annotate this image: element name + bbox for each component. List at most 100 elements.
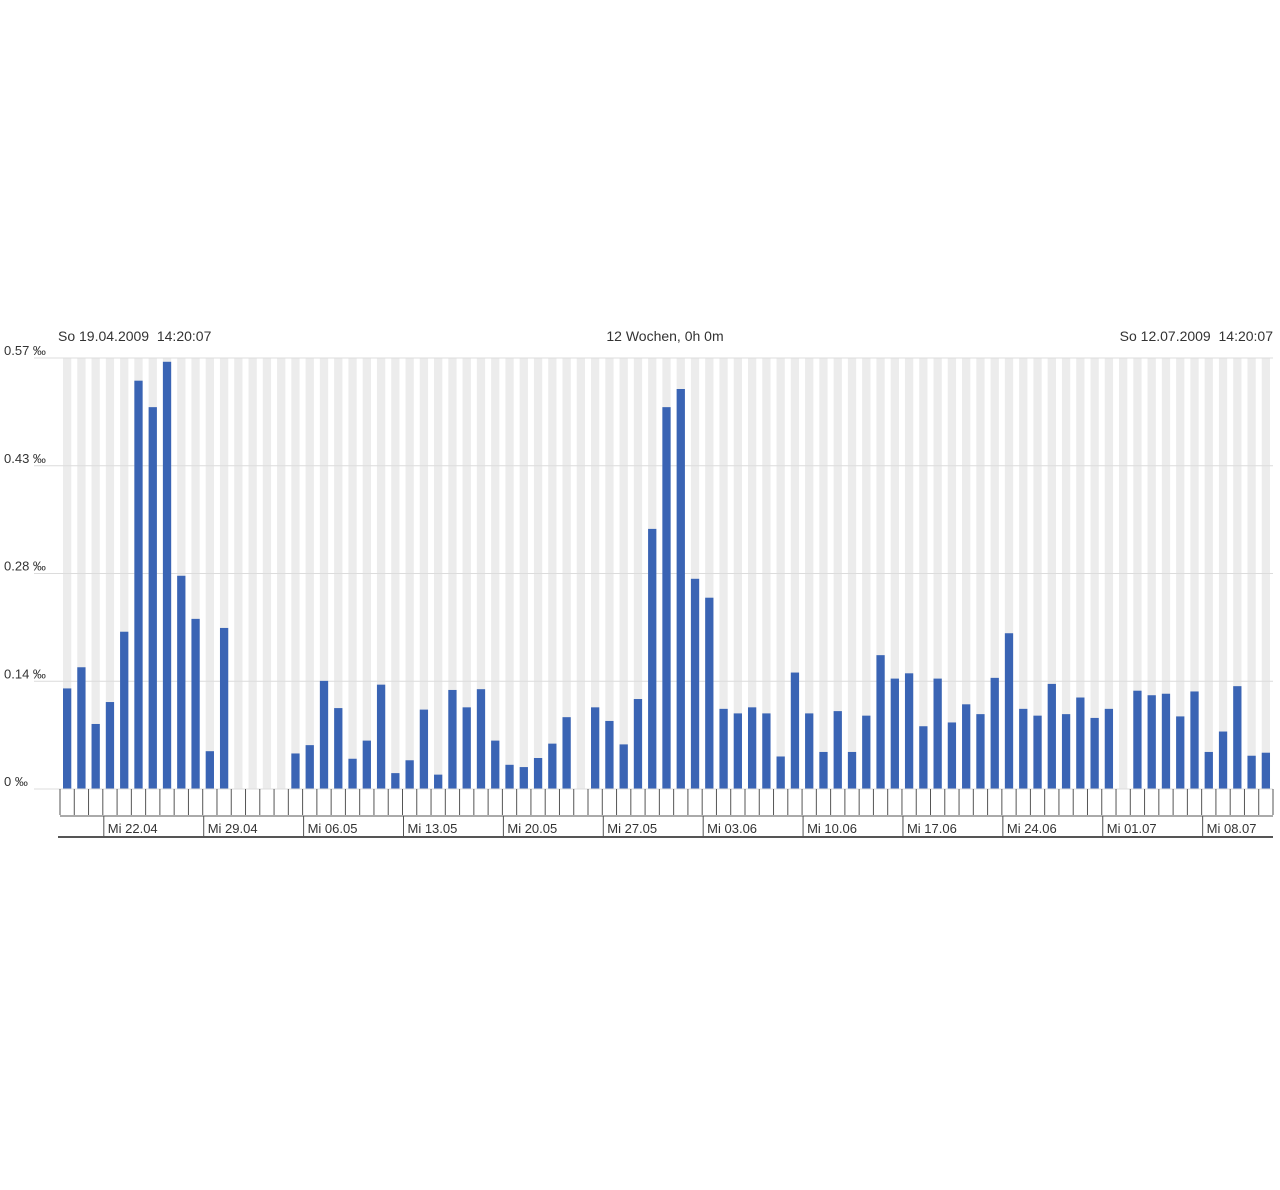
bar bbox=[519, 767, 528, 789]
bar bbox=[405, 760, 414, 789]
bar bbox=[362, 740, 371, 789]
bar bbox=[505, 764, 514, 789]
bar bbox=[305, 745, 314, 789]
bar bbox=[904, 673, 914, 789]
bar bbox=[291, 753, 300, 789]
bar bbox=[348, 758, 357, 789]
bar bbox=[1161, 693, 1171, 789]
bar bbox=[747, 707, 757, 789]
bar bbox=[1004, 633, 1014, 789]
bar bbox=[376, 684, 386, 789]
bar bbox=[690, 578, 700, 789]
x-axis-labels: Mi 22.04 Mi 29.04 Mi 06.05 Mi 13.05 Mi 20.05… bbox=[103, 816, 1257, 837]
bar bbox=[105, 702, 115, 789]
bar bbox=[648, 528, 657, 789]
bar bbox=[391, 773, 400, 789]
bar bbox=[1247, 755, 1256, 789]
bar bbox=[876, 655, 885, 789]
x-tick-label: Mi 01.07 bbox=[1107, 821, 1157, 836]
bar bbox=[1147, 695, 1156, 789]
bar bbox=[847, 751, 857, 789]
bar bbox=[705, 597, 714, 789]
bar bbox=[434, 774, 443, 789]
bar bbox=[491, 740, 500, 789]
bar bbox=[805, 713, 814, 789]
bar bbox=[533, 758, 543, 789]
x-tick-label: Mi 24.06 bbox=[1007, 821, 1057, 836]
bar bbox=[120, 631, 129, 789]
x-tick-label: Mi 29.04 bbox=[208, 821, 258, 836]
bar bbox=[148, 407, 157, 789]
bar bbox=[633, 699, 643, 789]
x-tick-label: Mi 17.06 bbox=[907, 821, 957, 836]
bar bbox=[962, 704, 971, 789]
bar-series bbox=[63, 361, 1271, 789]
bar bbox=[1261, 752, 1271, 789]
bar bbox=[1047, 683, 1056, 789]
bar bbox=[319, 680, 329, 789]
bar bbox=[990, 677, 999, 789]
x-tick-label: Mi 22.04 bbox=[108, 821, 158, 836]
bar bbox=[776, 756, 785, 789]
bar bbox=[1218, 731, 1228, 789]
bar bbox=[662, 407, 671, 789]
bar bbox=[1104, 708, 1114, 789]
bar bbox=[862, 715, 871, 789]
bar bbox=[1033, 715, 1042, 789]
bar bbox=[1176, 716, 1185, 789]
bar bbox=[762, 713, 771, 789]
bar bbox=[1190, 691, 1199, 789]
bar bbox=[177, 575, 186, 789]
bar bbox=[91, 723, 100, 789]
bar bbox=[548, 743, 557, 789]
bar bbox=[476, 689, 486, 789]
bar bbox=[819, 751, 828, 789]
bar bbox=[134, 380, 143, 789]
bar bbox=[1204, 751, 1213, 789]
x-tick-label: Mi 13.05 bbox=[407, 821, 457, 836]
day-ticks bbox=[59, 789, 1274, 815]
bar bbox=[719, 708, 728, 789]
bar bbox=[219, 627, 229, 789]
range-end-label: So 12.07.2009 14:20:07 bbox=[1119, 328, 1273, 344]
x-tick-label: Mi 06.05 bbox=[308, 821, 358, 836]
bar bbox=[77, 667, 86, 789]
bar bbox=[676, 389, 685, 789]
y-tick-label: 0.57 ‰ bbox=[4, 343, 46, 358]
bar bbox=[933, 678, 942, 789]
y-tick-label: 0.43 ‰ bbox=[4, 451, 46, 466]
bar bbox=[205, 751, 214, 789]
bar bbox=[448, 689, 457, 789]
bar bbox=[1019, 708, 1028, 789]
bar bbox=[890, 678, 899, 789]
range-duration-label: 12 Wochen, 0h 0m bbox=[606, 328, 724, 344]
bar bbox=[562, 717, 571, 789]
bar bbox=[191, 618, 200, 789]
bar bbox=[334, 708, 343, 789]
bar bbox=[63, 688, 72, 789]
bar bbox=[919, 726, 928, 789]
x-tick-label: Mi 20.05 bbox=[507, 821, 557, 836]
y-tick-label: 0.14 ‰ bbox=[4, 666, 46, 681]
x-tick-label: Mi 27.05 bbox=[607, 821, 657, 836]
bar bbox=[419, 709, 429, 789]
bar bbox=[1076, 697, 1085, 789]
bar bbox=[591, 707, 600, 789]
x-tick-label: Mi 10.06 bbox=[807, 821, 857, 836]
bar bbox=[733, 713, 742, 789]
y-tick-label: 0 ‰ bbox=[4, 774, 28, 789]
bar bbox=[619, 744, 628, 789]
bar bbox=[947, 722, 957, 789]
bar bbox=[790, 672, 800, 789]
x-tick-label: Mi 08.07 bbox=[1207, 821, 1257, 836]
bar bbox=[1090, 717, 1099, 789]
range-start-label: So 19.04.2009 14:20:07 bbox=[58, 328, 212, 344]
bar bbox=[833, 711, 842, 789]
bar bbox=[162, 361, 172, 789]
bar bbox=[1133, 690, 1142, 789]
y-tick-label: 0.28 ‰ bbox=[4, 559, 46, 574]
bar bbox=[605, 720, 614, 789]
bar bbox=[1233, 686, 1242, 789]
bar bbox=[1061, 714, 1071, 789]
